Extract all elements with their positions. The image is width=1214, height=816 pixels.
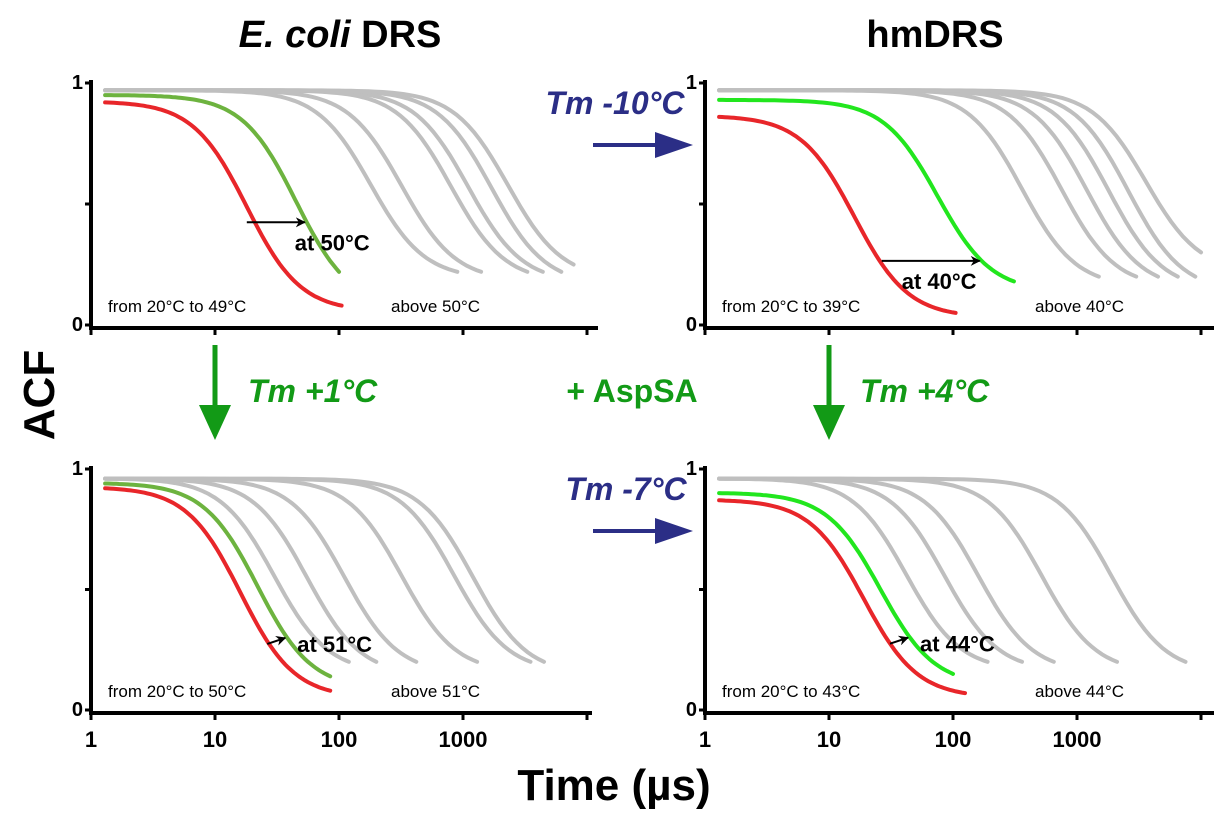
- transition-arrow-right: Tm +4°C: [813, 345, 990, 440]
- blue-arrow-top-head: [655, 132, 693, 158]
- green-arrow-left-head: [199, 405, 231, 440]
- y-tick-label: 1: [686, 458, 697, 480]
- below-tm-note: from 20°C to 50°C: [108, 682, 246, 701]
- tm-label-top: Tm -10°C: [545, 85, 685, 121]
- above-tm-curve: [717, 88, 1101, 279]
- axis-frame: [89, 466, 592, 715]
- transition-arrow-bottom: Tm -7°C: [565, 471, 693, 544]
- below-tm-curve: [103, 100, 344, 308]
- transition-arrow-left: Tm +1°C: [199, 345, 378, 440]
- y-tick-label: 0: [72, 314, 83, 336]
- y-tick-label: 1: [72, 458, 83, 480]
- below-tm-note: from 20°C to 49°C: [108, 297, 246, 316]
- below-tm-curve: [717, 498, 967, 696]
- y-tick-label: 1: [72, 72, 83, 94]
- y-tick-label: 0: [686, 699, 697, 721]
- y-axis-label: ACF: [15, 350, 64, 440]
- panel-ecoli-apo: 1 0 from 20°C to 49°C above 50°C at 50°C: [72, 72, 598, 336]
- y-tick-label: 1: [686, 72, 697, 94]
- at-tm-label: at 40°C: [902, 269, 977, 294]
- x-tick-label: 1: [85, 727, 97, 752]
- above-tm-curve: [717, 88, 1160, 279]
- tm-label-left: Tm +1°C: [248, 373, 378, 409]
- x-tick-label: 1: [699, 727, 711, 752]
- x-tick-label: 1000: [1053, 727, 1102, 752]
- panel-hmdrs-apo: 1 0 from 20°C to 39°C above 40°C at 40°C: [686, 72, 1214, 336]
- above-tm-curve: [103, 88, 484, 274]
- above-tm-curve: [717, 476, 1188, 664]
- green-arrow-right-head: [813, 405, 845, 440]
- x-tick-label: 10: [817, 727, 841, 752]
- at-tm-curve: [103, 481, 333, 679]
- at-tm-curve: [717, 97, 1016, 284]
- tm-label-right: Tm +4°C: [860, 373, 990, 409]
- column-title-hmdrs: hmDRS: [866, 14, 1003, 56]
- blue-arrow-bottom-head: [655, 518, 693, 544]
- axis-frame: [89, 80, 598, 330]
- below-tm-curve: [717, 114, 958, 315]
- at-tm-arrow: [889, 635, 909, 646]
- above-tm-note: above 50°C: [391, 297, 480, 316]
- y-tick-label: 0: [686, 314, 697, 336]
- at-tm-label: at 51°C: [297, 632, 372, 657]
- above-tm-note: above 44°C: [1035, 682, 1124, 701]
- x-tick-label: 100: [935, 727, 972, 752]
- above-tm-curve: [717, 88, 1203, 255]
- above-tm-curve: [717, 88, 1139, 279]
- axis-frame: [703, 466, 1214, 715]
- above-tm-note: above 51°C: [391, 682, 480, 701]
- at-tm-label: at 44°C: [920, 632, 995, 657]
- at-tm-label: at 50°C: [295, 230, 370, 255]
- above-tm-note: above 40°C: [1035, 297, 1124, 316]
- at-tm-arrow: [266, 635, 287, 646]
- x-tick-label: 10: [203, 727, 227, 752]
- aspsa-label: + AspSA: [566, 373, 697, 409]
- at-tm-curve: [717, 491, 955, 676]
- below-tm-note: from 20°C to 39°C: [722, 297, 860, 316]
- x-tick-label: 1000: [439, 727, 488, 752]
- at-tm-curve: [103, 93, 341, 274]
- y-tick-label: 0: [72, 699, 83, 721]
- above-tm-curve: [103, 88, 576, 267]
- above-tm-curve: [103, 476, 546, 664]
- below-tm-note: from 20°C to 43°C: [722, 682, 860, 701]
- x-tick-label: 100: [321, 727, 358, 752]
- transition-arrow-top: Tm -10°C: [545, 85, 693, 158]
- x-axis-label: Time (µs): [517, 761, 710, 810]
- tm-label-bottom: Tm -7°C: [565, 471, 687, 507]
- column-title-ecoli: E. coli DRS: [239, 14, 442, 56]
- below-tm-curve: [103, 486, 333, 693]
- above-tm-curve: [717, 88, 1180, 279]
